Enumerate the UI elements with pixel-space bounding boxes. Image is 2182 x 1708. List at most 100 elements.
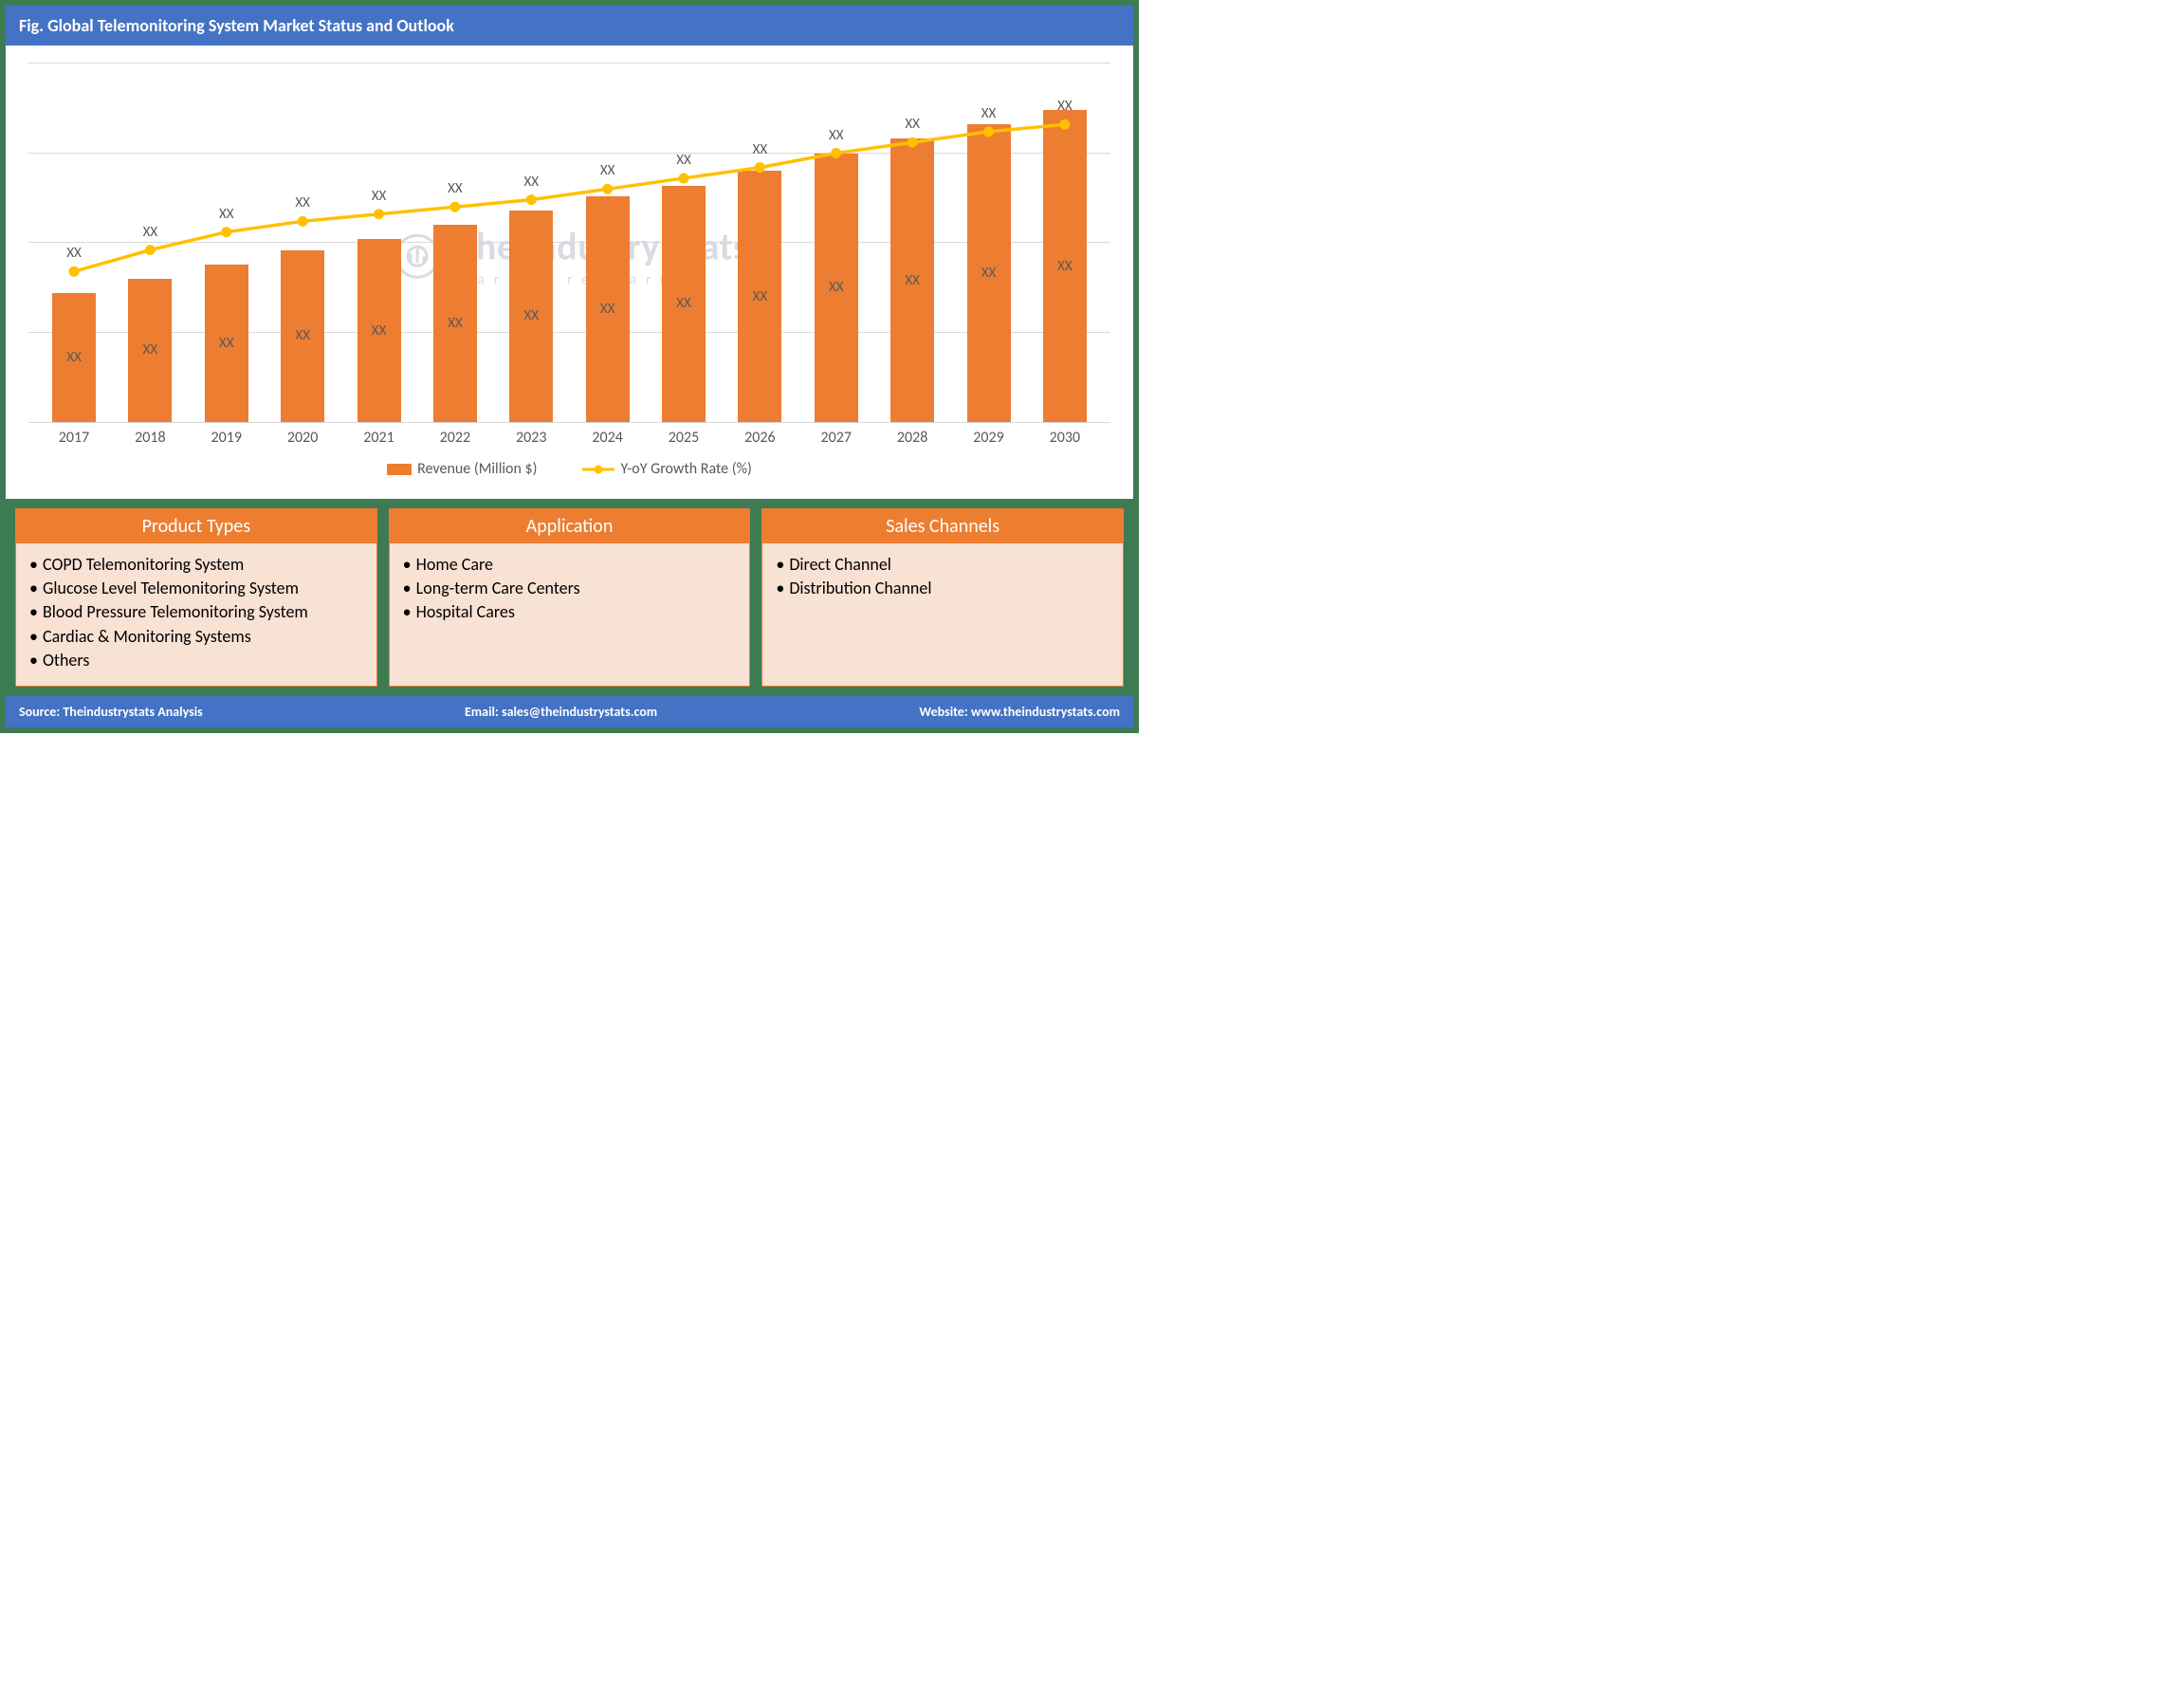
- bar: XX: [509, 211, 553, 422]
- bar: XX: [738, 171, 781, 422]
- line-point-label: XX: [676, 152, 691, 169]
- bar-column: XX XX: [963, 64, 1016, 422]
- legend-line-label: Y-oY Growth Rate (%): [620, 460, 751, 478]
- bar: XX: [586, 196, 630, 422]
- bar-value-label: XX: [905, 272, 920, 289]
- line-point-label: XX: [753, 141, 768, 158]
- line-point-label: XX: [219, 206, 234, 223]
- bar-column: XX XX: [276, 64, 329, 422]
- x-tick: 2022: [429, 429, 482, 447]
- x-tick: 2020: [276, 429, 329, 447]
- bar-value-label: XX: [676, 295, 691, 312]
- bar-column: XX XX: [353, 64, 406, 422]
- panel-body: COPD Telemonitoring SystemGlucose Level …: [16, 543, 376, 686]
- list-item: Long-term Care Centers: [403, 577, 741, 600]
- footer-website: Website: www.theindustrystats.com: [919, 704, 1120, 720]
- list-item: Blood Pressure Telemonitoring System: [29, 600, 367, 624]
- bar: XX: [433, 225, 477, 422]
- list-item: Cardiac & Monitoring Systems: [29, 625, 367, 649]
- info-panel: ApplicationHome CareLong-term Care Cente…: [389, 508, 751, 687]
- info-panel: Product TypesCOPD Telemonitoring SystemG…: [15, 508, 377, 687]
- bar-value-label: XX: [295, 327, 310, 344]
- bar-column: XX XX: [123, 64, 176, 422]
- chart-legend: Revenue (Million $) Y-oY Growth Rate (%): [28, 447, 1110, 491]
- bar-column: XX XX: [200, 64, 253, 422]
- x-tick: 2024: [581, 429, 634, 447]
- list-item: Glucose Level Telemonitoring System: [29, 577, 367, 600]
- panels-row: Product TypesCOPD Telemonitoring SystemG…: [6, 499, 1133, 696]
- bar: XX: [281, 250, 324, 422]
- legend-swatch-bar: [387, 464, 412, 475]
- bar-value-label: XX: [372, 322, 387, 340]
- bar: XX: [890, 138, 934, 422]
- x-tick: 2019: [200, 429, 253, 447]
- footer-source: Source: Theindustrystats Analysis: [19, 704, 203, 720]
- bar: XX: [205, 265, 248, 422]
- list-item: Others: [29, 649, 367, 672]
- line-point-label: XX: [981, 105, 997, 122]
- bar-value-label: XX: [981, 265, 997, 282]
- bar: XX: [52, 293, 96, 422]
- x-tick: 2018: [123, 429, 176, 447]
- panel-body: Direct ChannelDistribution Channel: [762, 543, 1123, 686]
- bar-value-label: XX: [1057, 258, 1073, 275]
- bar-column: XX XX: [810, 64, 863, 422]
- bar-column: XXXX: [504, 64, 558, 422]
- panel-header: Product Types: [16, 509, 376, 543]
- bar-column: XXXX: [429, 64, 482, 422]
- x-tick: 2021: [353, 429, 406, 447]
- chart-plot-area: The Industry Stats market research XXXXX…: [28, 63, 1110, 423]
- bar-value-label: XX: [143, 341, 158, 358]
- list-item: Distribution Channel: [776, 577, 1113, 600]
- line-point-label: XX: [143, 224, 158, 241]
- list-item: Direct Channel: [776, 553, 1113, 577]
- panel-body: Home CareLong-term Care CentersHospital …: [390, 543, 750, 686]
- line-point-label: XX: [829, 127, 844, 144]
- bar-value-label: XX: [829, 279, 844, 296]
- legend-item-revenue: Revenue (Million $): [387, 460, 537, 478]
- bar: XX: [967, 124, 1011, 422]
- legend-item-growth: Y-oY Growth Rate (%): [582, 460, 751, 478]
- x-tick: 2027: [810, 429, 863, 447]
- figure-title: Fig. Global Telemonitoring System Market…: [6, 6, 1133, 46]
- list-item: Home Care: [403, 553, 741, 577]
- panel-header: Sales Channels: [762, 509, 1123, 543]
- bar-value-label: XX: [66, 349, 82, 366]
- bars-group: XX XX XX XX XX XX XX XX XX XX XX XX XX XX XX XX XX XX XX XX…: [28, 64, 1110, 422]
- bar-value-label: XX: [219, 335, 234, 352]
- bar: XX: [815, 154, 858, 423]
- figure-frame: Fig. Global Telemonitoring System Market…: [0, 0, 1139, 733]
- bar-column: XX XX: [733, 64, 786, 422]
- bar-column: XX XX: [47, 64, 101, 422]
- x-tick: 2026: [733, 429, 786, 447]
- x-tick: 2023: [504, 429, 558, 447]
- bar: XX: [358, 239, 401, 422]
- bar: XX: [662, 186, 706, 422]
- footer-email: Email: sales@theindustrystats.com: [465, 704, 657, 720]
- x-tick: 2025: [657, 429, 710, 447]
- x-tick: 2028: [886, 429, 939, 447]
- line-point-label: XX: [66, 245, 82, 262]
- x-axis: 2017 2018 2019 2020 2021 2022 2023 2024 2025 2026…: [28, 423, 1110, 447]
- x-tick: 2017: [47, 429, 101, 447]
- figure-footer: Source: Theindustrystats Analysis Email:…: [6, 696, 1133, 727]
- bar-column: XX XX: [581, 64, 634, 422]
- bar-value-label: XX: [600, 301, 615, 318]
- x-tick: 2029: [963, 429, 1016, 447]
- bar: XX: [128, 279, 172, 422]
- list-item: COPD Telemonitoring System: [29, 553, 367, 577]
- chart-container: The Industry Stats market research XXXXX…: [6, 46, 1133, 499]
- bar-column: XX XX: [886, 64, 939, 422]
- legend-bar-label: Revenue (Million $): [417, 460, 537, 478]
- line-point-label: XX: [905, 116, 920, 133]
- line-point-label: XX: [600, 162, 615, 179]
- info-panel: Sales ChannelsDirect ChannelDistribution…: [761, 508, 1124, 687]
- panel-header: Application: [390, 509, 750, 543]
- legend-swatch-line: [582, 464, 614, 475]
- bar-value-label: XX: [448, 315, 463, 332]
- bar-column: XXXX: [1038, 64, 1091, 422]
- line-point-label: XX: [372, 188, 387, 205]
- list-item: Hospital Cares: [403, 600, 741, 624]
- line-point-label: XX: [295, 194, 310, 211]
- bar-column: XX XX: [657, 64, 710, 422]
